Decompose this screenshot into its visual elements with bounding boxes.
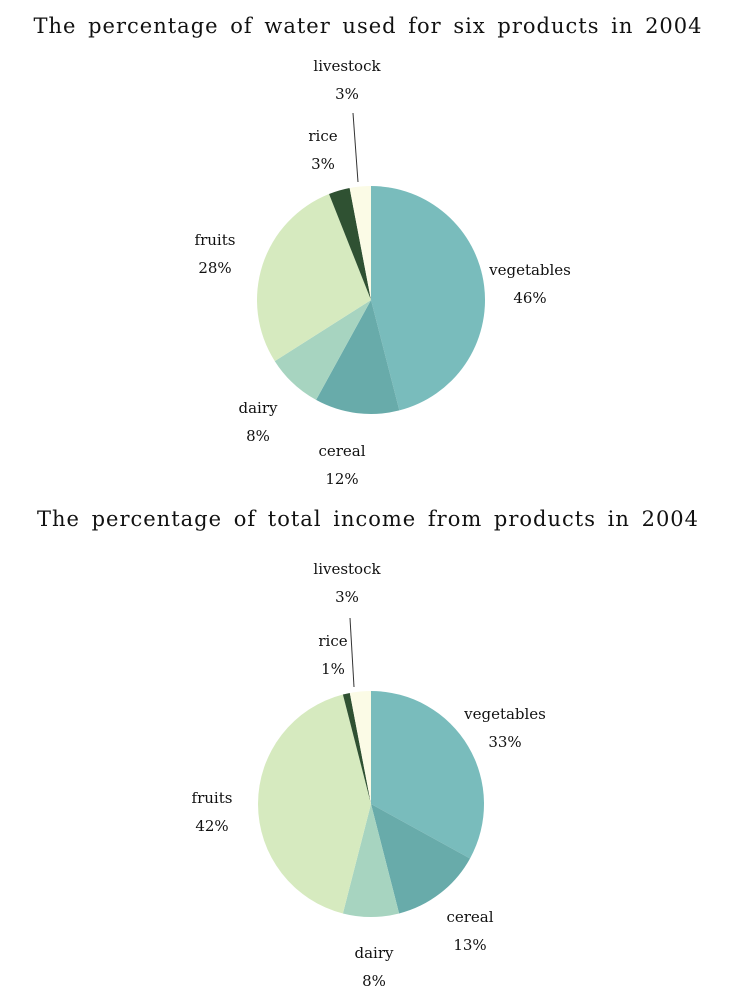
income-label-rice: rice <box>318 632 347 650</box>
water-slice-rice <box>329 188 371 300</box>
income-value-vegetables: 33% <box>488 733 521 751</box>
water-value-vegetables: 46% <box>513 289 546 307</box>
water-label-cereal: cereal <box>318 442 365 460</box>
water-slice-livestock <box>349 186 371 300</box>
income-slice-vegetables <box>371 691 484 859</box>
water-label-dairy: dairy <box>239 399 279 417</box>
income-label-cereal: cereal <box>446 908 493 926</box>
water-label-fruits: fruits <box>195 231 236 249</box>
income-slice-fruits <box>258 694 371 914</box>
chart-title-water: The percentage of water used for six pro… <box>33 14 703 38</box>
water-slice-dairy <box>274 300 371 400</box>
water-value-fruits: 28% <box>198 259 231 277</box>
income-label-fruits: fruits <box>192 789 233 807</box>
water-label-livestock: livestock <box>313 57 381 75</box>
pie-chart-water: vegetables 46% cereal 12% dairy 8% fruits 28% ri… <box>195 57 571 488</box>
water-value-cereal: 12% <box>325 470 358 488</box>
income-label-livestock: livestock <box>313 560 381 578</box>
water-livestock-leader-line <box>352 112 359 183</box>
water-value-livestock: 3% <box>335 85 359 103</box>
pie-chart-income: vegetables 33% cereal 13% dairy 8% fruits 42% ri… <box>192 560 546 990</box>
water-value-dairy: 8% <box>246 427 270 445</box>
water-label-vegetables: vegetables <box>488 261 571 279</box>
income-slice-dairy <box>342 804 400 917</box>
water-value-rice: 3% <box>311 155 335 173</box>
water-slice-cereal <box>316 300 400 415</box>
water-slice-vegetables <box>371 186 486 411</box>
income-slice-rice <box>342 693 371 804</box>
income-livestock-leader-line <box>349 617 355 688</box>
chart-title-income: The percentage of total income from prod… <box>36 507 700 531</box>
income-value-livestock: 3% <box>335 588 359 606</box>
income-slice-livestock <box>349 691 371 804</box>
income-value-cereal: 13% <box>453 936 486 954</box>
income-value-fruits: 42% <box>195 817 228 835</box>
income-slice-cereal <box>371 804 471 914</box>
water-slice-fruits <box>257 194 371 362</box>
water-label-rice: rice <box>308 127 337 145</box>
income-label-vegetables: vegetables <box>463 705 546 723</box>
income-label-dairy: dairy <box>355 944 395 962</box>
income-value-dairy: 8% <box>362 972 386 990</box>
income-value-rice: 1% <box>321 660 345 678</box>
